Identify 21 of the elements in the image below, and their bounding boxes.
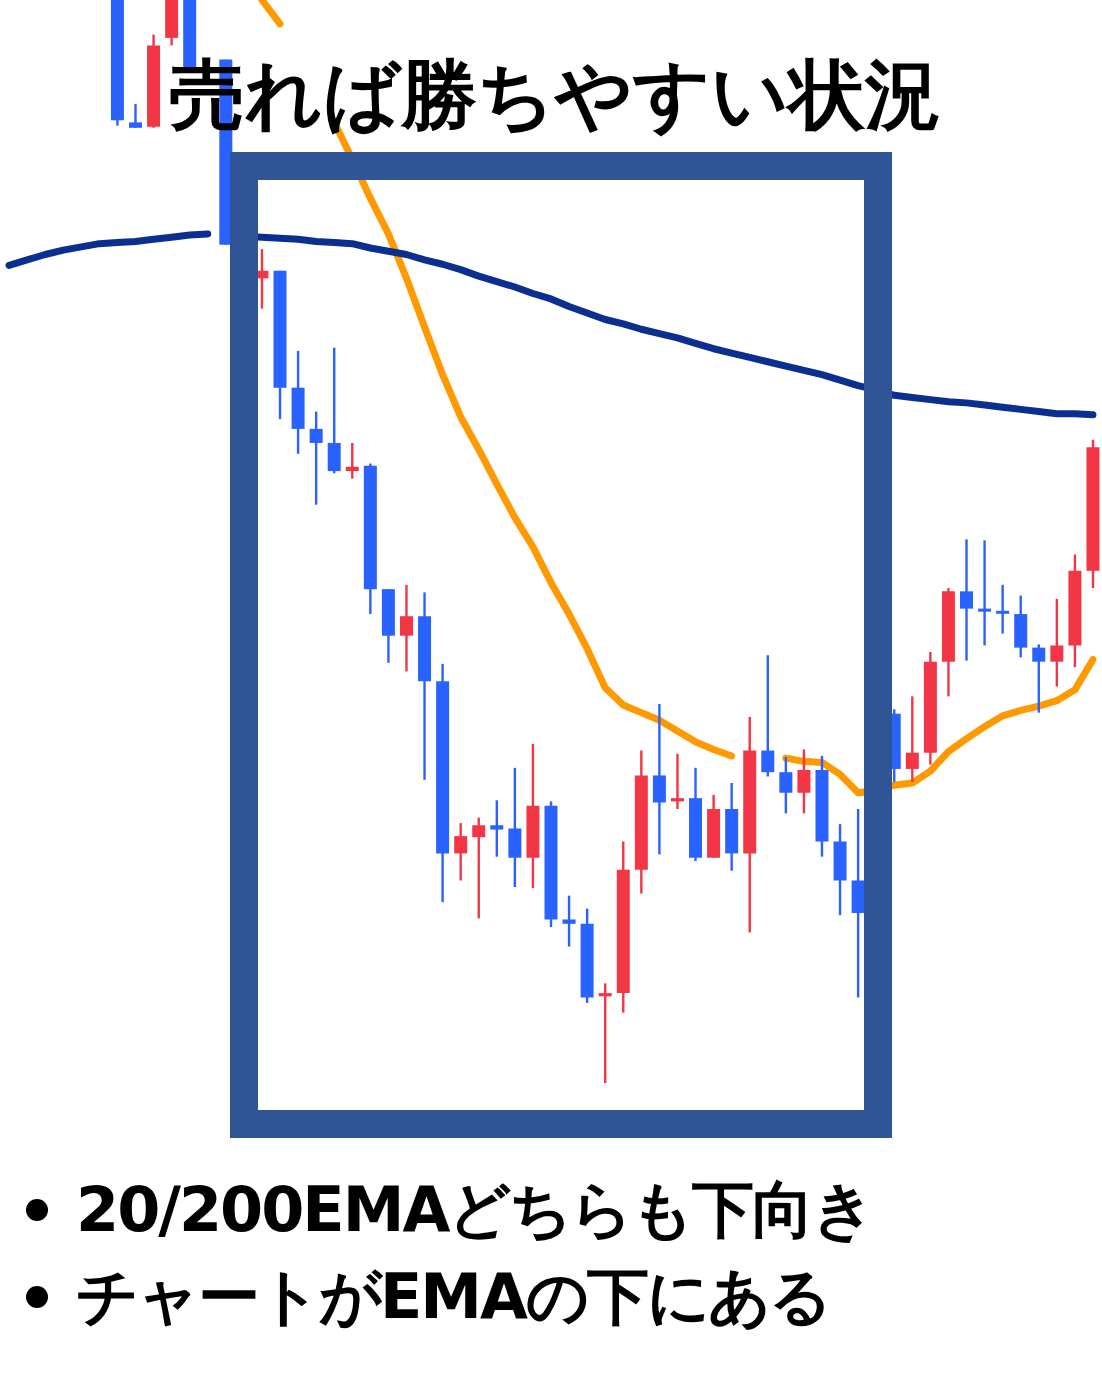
candlestick [399, 583, 413, 673]
candlestick [454, 821, 468, 882]
text: チャートがEMAの下にある [76, 1259, 831, 1335]
candlestick [670, 752, 684, 811]
candlestick [128, 102, 142, 129]
candlestick [490, 799, 504, 858]
candlestick [472, 816, 486, 920]
candlestick [345, 441, 359, 480]
candlestick [1050, 597, 1064, 688]
candlestick [598, 982, 612, 1085]
candlestick [797, 748, 811, 815]
candlestick [562, 894, 576, 948]
candlestick [960, 538, 974, 662]
candlestick [779, 755, 793, 815]
candlestick [1032, 643, 1046, 714]
text: 20/200EMAどちらも下向き [76, 1172, 874, 1248]
candlestick [978, 539, 992, 647]
candlestick [761, 654, 775, 778]
candlestick [996, 583, 1010, 635]
candlestick [309, 410, 323, 506]
candlestick [905, 695, 919, 784]
